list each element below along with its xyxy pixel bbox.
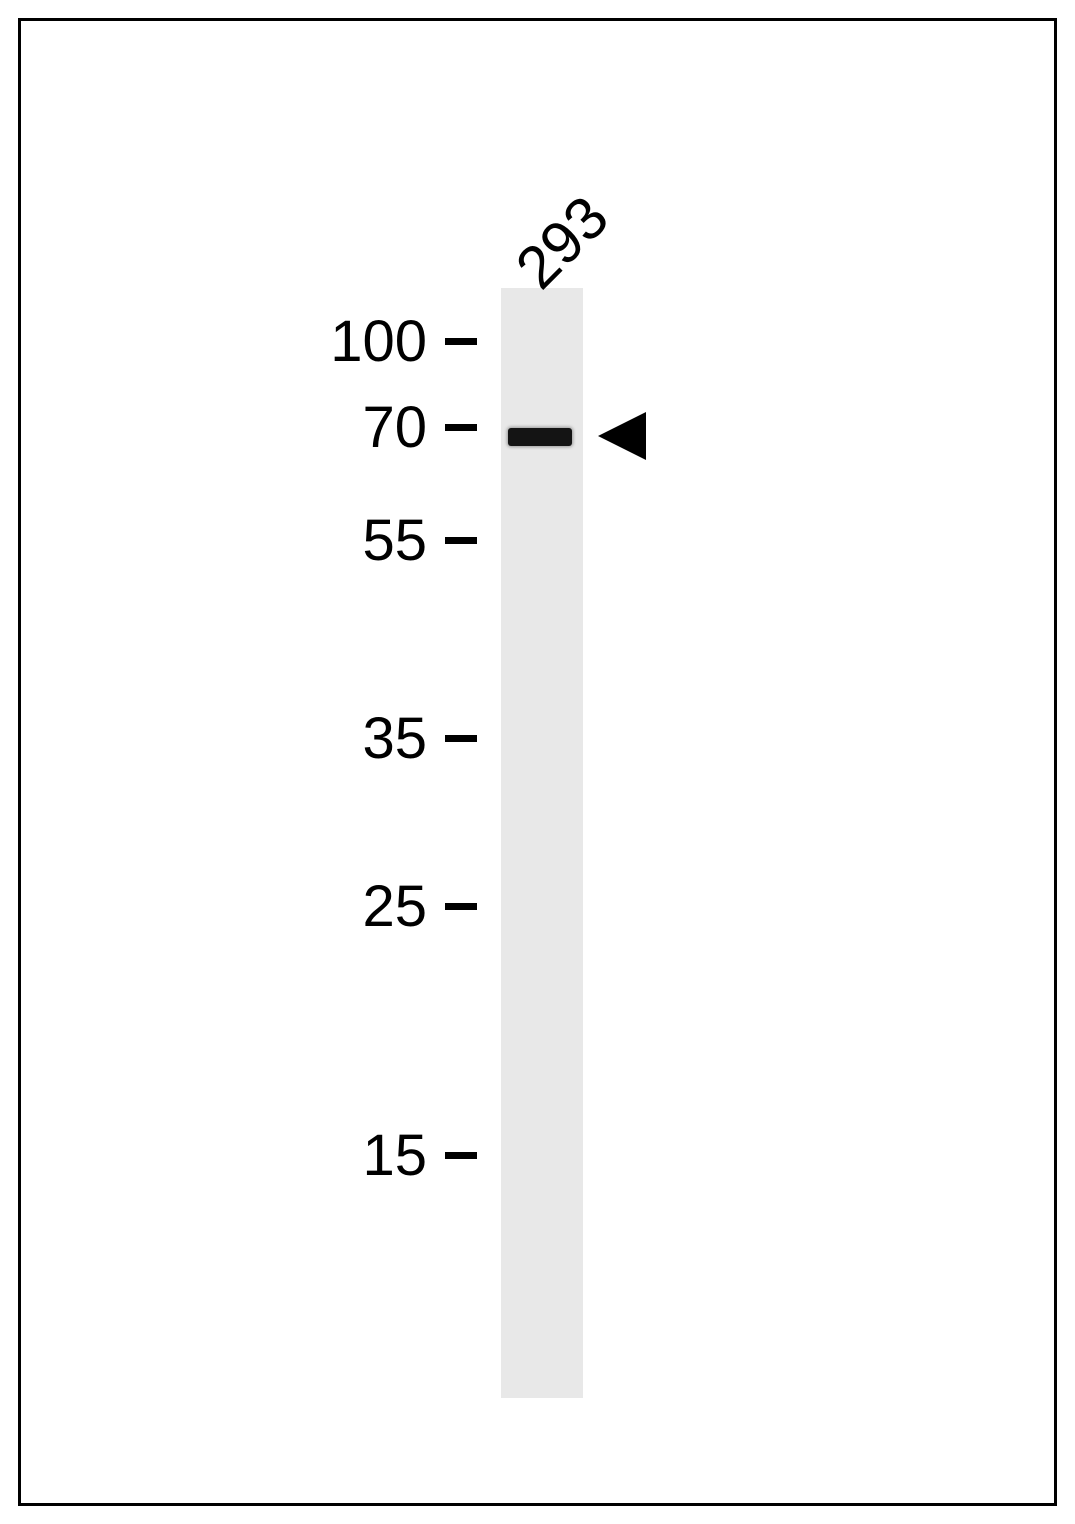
marker-label: 55 [277, 507, 427, 574]
marker-label: 35 [277, 705, 427, 772]
marker-label: 100 [277, 308, 427, 375]
plot-area: 293 100 70 55 35 25 15 [21, 21, 1054, 1503]
blot-lane [501, 288, 583, 1398]
marker-label: 70 [277, 394, 427, 461]
blot-band [508, 428, 572, 446]
marker-tick [445, 1152, 477, 1159]
band-arrow-icon [598, 412, 646, 460]
marker-tick [445, 424, 477, 431]
lane-label: 293 [502, 182, 622, 302]
marker-tick [445, 903, 477, 910]
marker-label: 25 [277, 873, 427, 940]
marker-tick [445, 537, 477, 544]
marker-tick [445, 338, 477, 345]
marker-tick [445, 735, 477, 742]
marker-label: 15 [277, 1122, 427, 1189]
figure-frame: 293 100 70 55 35 25 15 [18, 18, 1057, 1506]
